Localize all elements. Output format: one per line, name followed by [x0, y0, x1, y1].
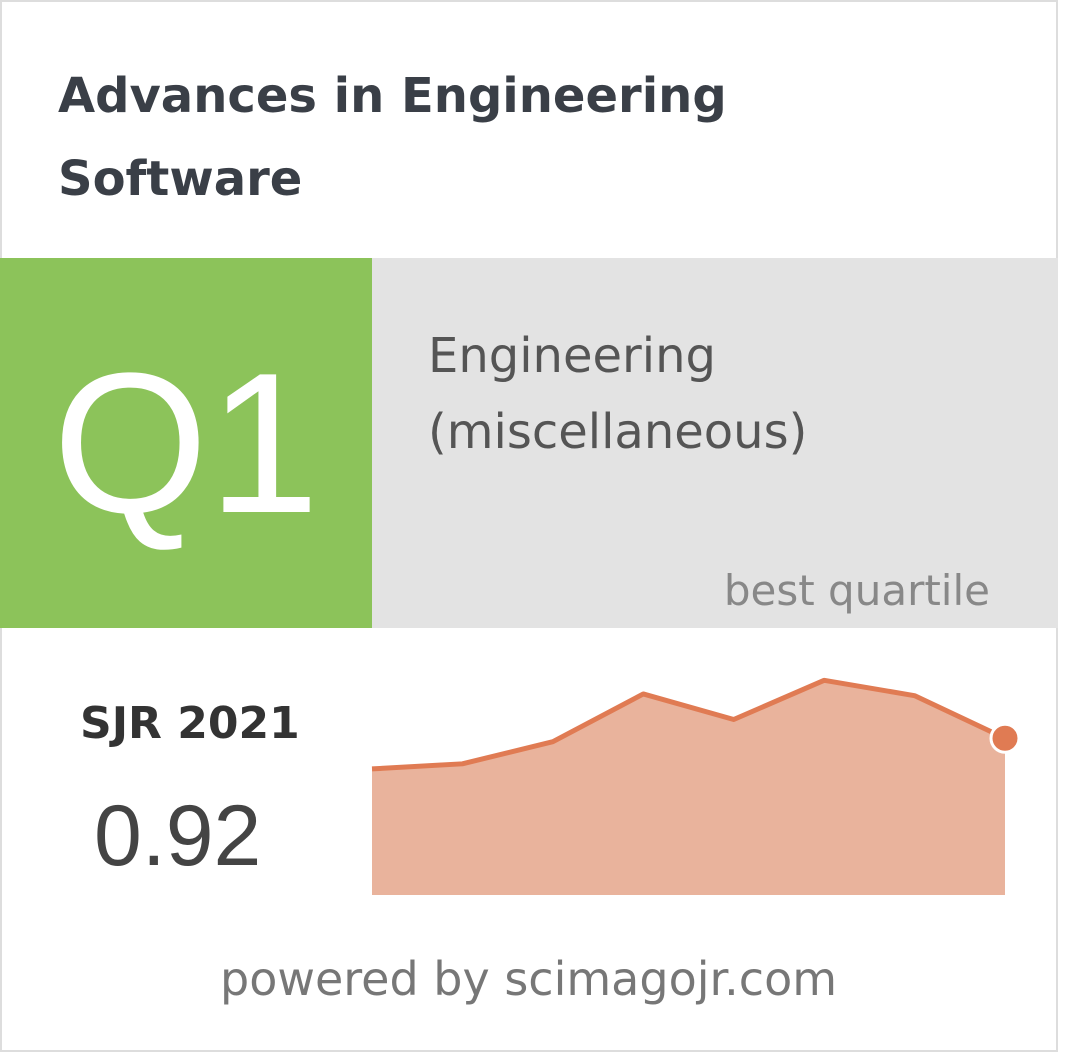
quartile-label: Q1: [53, 332, 320, 555]
journal-title: Advances in Engineering: [58, 68, 727, 124]
sparkline-area: [372, 680, 1005, 895]
sparkline-line: [371, 677, 1007, 772]
sparkline: [371, 677, 1021, 895]
journal-title: Software: [58, 151, 302, 207]
category-name: (miscellaneous): [428, 404, 807, 460]
footer: powered by scimagojr.com: [220, 952, 837, 1006]
sjr-label: SJR 2021: [80, 698, 300, 749]
category-name: Engineering: [428, 328, 716, 384]
quartile-box: [0, 258, 372, 628]
sjr-value: 0.92: [94, 788, 261, 884]
category-box: [372, 258, 1058, 628]
quartile-caption: best quartile: [724, 566, 990, 615]
last-point: [989, 722, 1021, 754]
